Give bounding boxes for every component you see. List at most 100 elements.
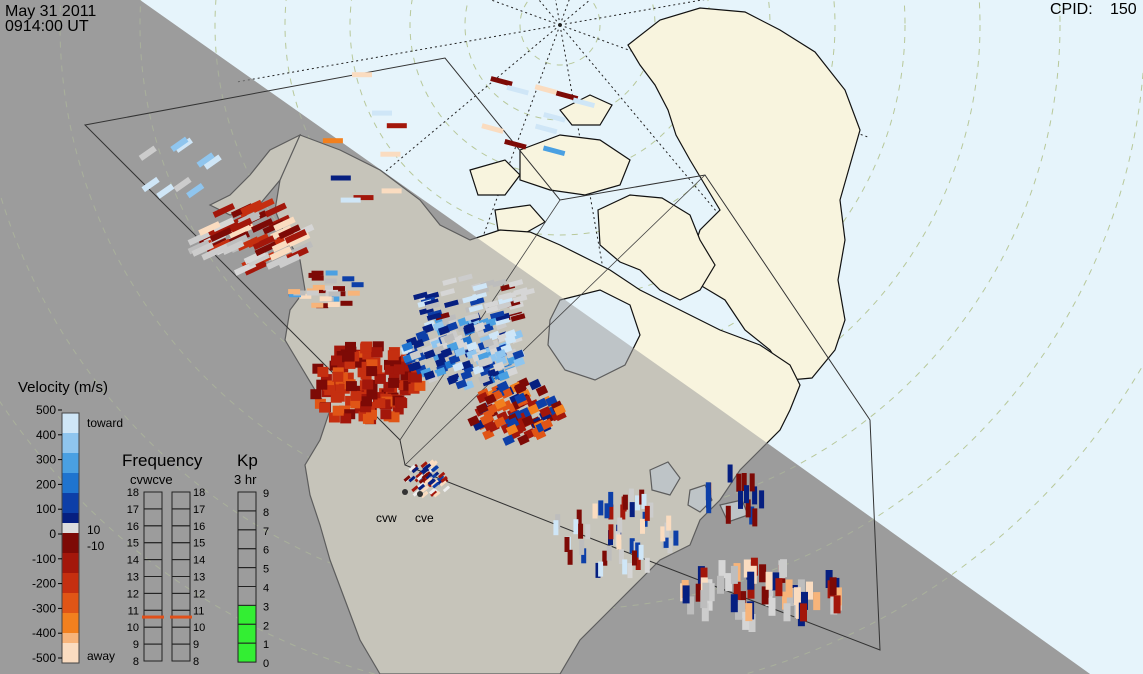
- frequency-tick-left: 18: [127, 487, 139, 499]
- velocity-cell: [462, 294, 478, 304]
- velocity-cell: [673, 530, 679, 546]
- kp-tick-label: 8: [263, 507, 269, 519]
- velocity-tick-label: -300: [32, 601, 56, 615]
- velocity-cell: [641, 493, 647, 509]
- velocity-cell: [813, 592, 821, 611]
- velocity-cell: [505, 423, 519, 436]
- velocity-colorbar-segment: [62, 653, 79, 664]
- velocity-cell: [444, 299, 459, 309]
- velocity-colorbar-segment: [62, 593, 79, 604]
- velocity-cell: [780, 559, 787, 578]
- velocity-cell: [618, 549, 624, 564]
- velocity-cell: [616, 534, 622, 550]
- frequency-tick-right: 13: [193, 572, 205, 584]
- velocity-cell: [800, 603, 807, 622]
- velocity-cell: [425, 472, 433, 480]
- velocity-cell: [443, 333, 456, 344]
- velocity-cell: [351, 282, 364, 288]
- velocity-cell: [411, 485, 419, 493]
- velocity-cell: [495, 317, 511, 326]
- velocity-cell: [602, 550, 608, 566]
- velocity-cell: [427, 478, 435, 485]
- velocity-cell: [535, 384, 549, 397]
- velocity-cell: [393, 364, 405, 375]
- velocity-colorbar-segment: [62, 623, 79, 634]
- velocity-cell: [765, 571, 773, 590]
- velocity-cell: [494, 398, 507, 410]
- velocity-cell: [747, 571, 755, 590]
- velocity-cell: [508, 279, 524, 288]
- velocity-cell: [374, 398, 386, 409]
- velocity-colorbar-segment: [62, 423, 79, 434]
- velocity-cell: [328, 291, 341, 297]
- velocity-cell: [342, 372, 354, 383]
- velocity-cell: [761, 586, 769, 605]
- velocity-cell: [534, 123, 558, 135]
- velocity-cell: [424, 291, 440, 301]
- velocity-cell: [410, 372, 422, 383]
- velocity-cell: [371, 347, 383, 358]
- arctic-islands: [469, 94, 631, 237]
- velocity-colorbar-segment: [62, 413, 79, 424]
- frequency-tick-left: 16: [127, 521, 139, 533]
- velocity-cell: [340, 197, 361, 203]
- velocity-cell: [759, 490, 765, 509]
- velocity-minus-threshold: -10: [87, 539, 105, 553]
- cpid-label: CPID:: [1050, 1, 1093, 18]
- velocity-cell: [706, 495, 712, 514]
- velocity-cell: [553, 404, 566, 416]
- velocity-cell: [564, 537, 570, 552]
- velocity-cell: [251, 218, 274, 233]
- velocity-colorbar-segment: [62, 453, 79, 464]
- velocity-cell: [635, 495, 640, 511]
- velocity-toward-label: toward: [87, 416, 123, 430]
- fov-inner-beam-left: [399, 199, 561, 441]
- velocity-cell: [392, 404, 404, 415]
- velocity-cell: [401, 341, 414, 352]
- velocity-cell: [334, 345, 346, 356]
- velocity-cell: [521, 415, 535, 427]
- velocity-cell: [666, 515, 672, 531]
- velocity-cell: [528, 378, 542, 391]
- velocity-cell: [506, 366, 518, 377]
- velocity-cell: [592, 503, 598, 519]
- velocity-cell: [327, 302, 340, 307]
- velocity-cell: [535, 397, 548, 410]
- greenland: [627, 7, 861, 381]
- velocity-cell: [478, 374, 490, 385]
- velocity-cell: [417, 482, 425, 489]
- velocity-cell: [608, 491, 614, 507]
- frequency-tick-right: 8: [193, 656, 199, 668]
- velocity-cell: [264, 202, 287, 218]
- velocity-cell: [738, 600, 746, 619]
- velocity-cell: [306, 290, 319, 296]
- velocity-colorbar-segment: [62, 493, 79, 504]
- kp-gauge-cell: [237, 642, 257, 663]
- velocity-cell: [705, 482, 711, 501]
- velocity-cell: [191, 242, 214, 257]
- time-label: 0914:00 UT: [5, 18, 89, 35]
- kp-tick-label: 4: [263, 583, 269, 595]
- velocity-cell: [455, 379, 468, 390]
- velocity-cell: [366, 366, 378, 377]
- velocity-cell: [362, 379, 374, 390]
- velocity-cell: [352, 72, 372, 78]
- velocity-cell: [442, 277, 458, 286]
- velocity-cell: [748, 614, 756, 632]
- velocity-cell: [493, 416, 507, 428]
- velocity-cell: [417, 483, 426, 491]
- velocity-cell: [749, 473, 755, 492]
- velocity-cells: [138, 72, 842, 632]
- velocity-cell: [319, 296, 332, 302]
- velocity-cell: [347, 290, 360, 296]
- velocity-cell: [421, 467, 430, 475]
- velocity-cell: [314, 288, 327, 294]
- velocity-cell: [332, 405, 344, 416]
- velocity-cell: [801, 591, 808, 610]
- velocity-cell: [513, 357, 526, 368]
- kp-tick-label: 3: [263, 601, 269, 613]
- frequency-tick-left: 10: [127, 622, 139, 634]
- velocity-cell: [718, 560, 726, 579]
- velocity-cell: [328, 412, 340, 423]
- velocity-cell: [366, 389, 378, 400]
